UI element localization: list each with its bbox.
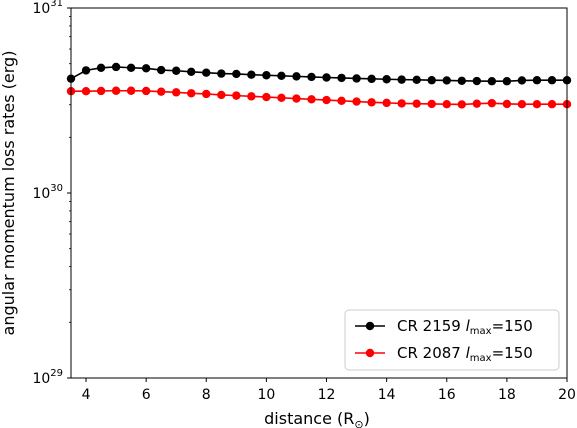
data-point bbox=[382, 98, 391, 108]
x-tick-label: 18 bbox=[498, 387, 516, 403]
x-tick-label: 12 bbox=[318, 387, 336, 403]
x-tick-label: 10 bbox=[257, 387, 275, 403]
x-axis-label: distance (R⊙) bbox=[264, 409, 370, 428]
data-point bbox=[81, 66, 91, 75]
data-point bbox=[232, 69, 241, 79]
data-point bbox=[187, 89, 196, 98]
data-point bbox=[307, 72, 316, 82]
data-point bbox=[126, 63, 136, 73]
data-point bbox=[141, 64, 151, 73]
data-point bbox=[96, 86, 106, 96]
y-axis: 1029 1030 1031 bbox=[32, 0, 71, 387]
data-point bbox=[337, 96, 346, 106]
x-tick-label: 14 bbox=[378, 387, 396, 403]
data-point bbox=[172, 88, 181, 97]
legend-swatch-marker bbox=[365, 321, 375, 331]
data-point bbox=[292, 94, 301, 103]
data-point bbox=[202, 68, 211, 77]
data-point bbox=[292, 72, 301, 81]
data-point bbox=[202, 89, 211, 99]
x-tick-label: 8 bbox=[202, 387, 211, 403]
series-layer bbox=[66, 62, 572, 109]
y-tick-label: 1030 bbox=[32, 183, 63, 202]
data-point bbox=[352, 97, 361, 106]
data-point bbox=[547, 99, 557, 109]
data-point bbox=[532, 76, 542, 85]
legend-box bbox=[344, 309, 560, 371]
x-axis-label-close: ) bbox=[364, 409, 370, 428]
legend-label: CR 2087 lmax=150 bbox=[397, 344, 533, 364]
data-point bbox=[517, 99, 527, 109]
data-point bbox=[547, 76, 557, 85]
data-point bbox=[427, 99, 436, 109]
data-point bbox=[487, 77, 497, 86]
data-point bbox=[487, 98, 497, 108]
data-point bbox=[277, 71, 286, 81]
data-point bbox=[156, 65, 166, 75]
data-point bbox=[397, 75, 406, 84]
data-point bbox=[217, 90, 226, 100]
data-point bbox=[442, 99, 451, 109]
data-point bbox=[277, 93, 286, 103]
data-point bbox=[217, 69, 226, 78]
data-point bbox=[517, 76, 527, 85]
series-line bbox=[71, 89, 567, 106]
data-point bbox=[412, 75, 421, 85]
data-point bbox=[322, 73, 331, 82]
data-point bbox=[232, 91, 241, 100]
data-point bbox=[156, 87, 166, 96]
data-point bbox=[352, 74, 361, 83]
y-tick-label: 1031 bbox=[32, 0, 63, 17]
y-axis-label: angular momentum loss rates (erg) bbox=[0, 51, 18, 336]
x-tick-label: 20 bbox=[558, 387, 576, 403]
x-tick-label: 16 bbox=[438, 387, 456, 403]
data-point bbox=[126, 86, 136, 95]
data-point bbox=[262, 71, 271, 80]
legend-swatch-marker bbox=[365, 348, 375, 358]
data-point bbox=[111, 86, 121, 95]
x-tick-label: 6 bbox=[142, 387, 151, 403]
data-point bbox=[472, 99, 482, 108]
data-point bbox=[427, 76, 436, 85]
legend: CR 2159 lmax=150 CR 2087 lmax=150 bbox=[344, 309, 560, 371]
y-tick-label: 1029 bbox=[32, 368, 63, 387]
data-point bbox=[172, 66, 181, 75]
x-axis: 4 6 8 10 12 14 16 18 20 bbox=[82, 378, 576, 403]
data-point bbox=[412, 99, 421, 108]
data-point bbox=[382, 75, 391, 84]
data-point bbox=[472, 76, 482, 86]
data-point bbox=[367, 74, 376, 84]
data-point bbox=[81, 87, 91, 96]
data-point bbox=[247, 70, 256, 79]
data-point bbox=[532, 99, 542, 109]
data-point bbox=[141, 86, 151, 96]
data-point bbox=[367, 98, 376, 107]
data-point bbox=[322, 95, 331, 105]
data-point bbox=[187, 67, 196, 76]
x-axis-label-subscript: ⊙ bbox=[354, 418, 363, 428]
data-point bbox=[262, 92, 271, 102]
data-point bbox=[247, 92, 256, 101]
legend-label: CR 2159 lmax=150 bbox=[397, 317, 533, 337]
data-point bbox=[457, 100, 466, 109]
data-point bbox=[96, 63, 106, 73]
data-point bbox=[457, 76, 466, 86]
data-point bbox=[307, 95, 316, 104]
x-tick-label: 4 bbox=[82, 387, 91, 403]
data-point bbox=[502, 77, 512, 86]
data-point bbox=[442, 76, 451, 85]
data-point bbox=[397, 99, 406, 108]
series-line bbox=[70, 66, 567, 83]
data-point bbox=[502, 99, 512, 109]
data-point bbox=[111, 62, 121, 72]
data-point bbox=[337, 73, 346, 83]
